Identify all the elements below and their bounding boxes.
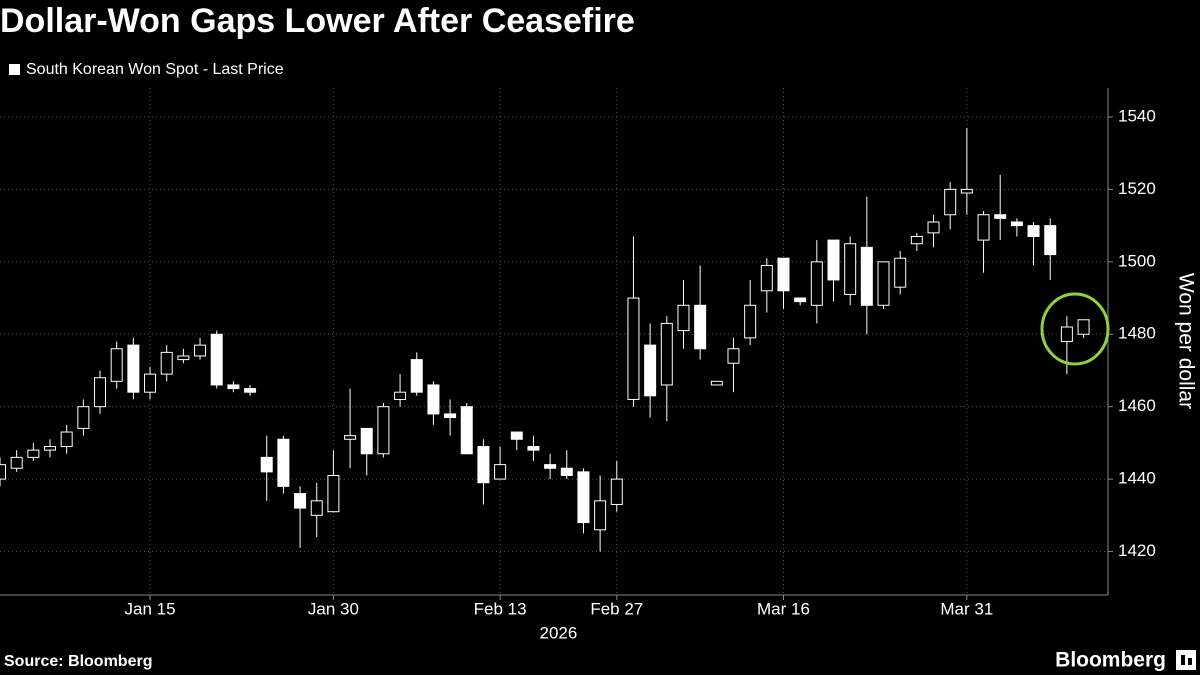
y-tick-label: 1420 [1118,541,1156,560]
candle-body [927,221,940,234]
x-tick-label: Feb 27 [590,599,643,618]
candle-body [394,391,407,400]
brand-icon [1176,650,1196,670]
candle-body [494,464,507,480]
candle-body [44,446,57,451]
candle-body [277,438,290,487]
y-tick-label: 1520 [1118,179,1156,198]
candle-body [794,297,807,303]
brand-icon-mark [1188,658,1192,665]
y-tick-label: 1500 [1118,251,1156,270]
candle-body [1077,319,1090,335]
highlight-circle [1040,292,1110,366]
candle-body [877,261,890,306]
candle-body [60,431,73,448]
source: Source: Bloomberg [4,653,152,670]
candle-body [410,359,423,393]
candle-body [744,304,757,339]
x-tick-label: Mar 31 [940,599,993,618]
y-tick-label: 1540 [1118,106,1156,125]
brand-icon-mark [1181,655,1185,665]
candle-body [627,297,640,400]
candle-body [1060,326,1073,342]
candle-body [210,333,223,386]
brand: Bloomberg [1055,649,1166,672]
candle-body [0,464,6,480]
candle-body [1044,225,1057,256]
candle-body [894,257,907,288]
candle-body [860,246,873,306]
candle-body [327,474,340,513]
y-tick-label: 1480 [1118,324,1156,343]
candle-body [244,388,257,393]
candle-body [177,355,190,361]
candle-body [510,431,523,440]
candle-body [260,456,273,473]
candle-body [527,446,540,451]
candle-body [577,471,590,524]
candle-body [660,322,673,386]
legend-label: South Korean Won Spot - Last Price [26,61,284,78]
candle-body [160,351,173,375]
y-tick-label: 1440 [1118,469,1156,488]
candle-body [844,243,857,295]
candle-body [777,257,790,292]
x-tick-label: Mar 16 [757,599,810,618]
candle-body [127,344,140,393]
candle-body [960,188,973,194]
candle-body [194,344,207,357]
candle-body [310,500,323,516]
candle-body [294,493,307,509]
candle-body [444,413,457,419]
candle-body [360,427,373,455]
candle-body [427,384,440,415]
candle-body [827,239,840,281]
candle-body [994,214,1007,219]
candle-body [594,500,607,531]
x-tick-label: Jan 15 [125,599,176,618]
candle-body [94,377,107,408]
candle-body [694,304,707,350]
candle-body [710,380,723,386]
y-tick-label: 1460 [1118,396,1156,415]
candle-body [544,464,557,469]
x-tick-label: Feb 13 [474,599,527,618]
candle-body [944,188,957,216]
candle-body [344,435,357,440]
candle-body [477,446,490,484]
chart-title: Dollar-Won Gaps Lower After Ceasefire [0,2,635,40]
candle-body [1027,225,1040,237]
candle-body [460,406,473,455]
candle-body [727,348,740,364]
candle-body [144,373,157,393]
legend-swatch [9,64,20,75]
x-tick-label: Jan 30 [308,599,359,618]
y-axis-label: Won per dollar [1174,273,1197,409]
candle-body [677,304,690,332]
candle-body [977,214,990,241]
candle-body [560,467,573,476]
candle-body [910,235,923,245]
candle-body [10,456,23,469]
candle-body [110,348,123,382]
candle-body [27,449,40,458]
candle-body [810,261,823,306]
candle-body [644,344,657,397]
candle-body [377,406,390,455]
candle-body [610,478,623,505]
candle-body [760,264,773,292]
candle-body [227,384,240,390]
year-label: 2026 [540,623,578,642]
candle-body [77,406,90,429]
candle-body [1010,221,1023,227]
